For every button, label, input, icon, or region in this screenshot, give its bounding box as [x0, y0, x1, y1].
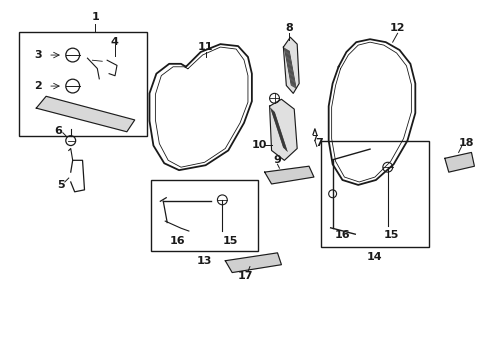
Bar	[320, 141, 428, 247]
Polygon shape	[269, 99, 297, 160]
Text: 3: 3	[34, 50, 42, 60]
Bar	[151, 180, 257, 251]
Text: 6: 6	[54, 126, 62, 136]
Text: 15: 15	[383, 230, 399, 240]
Text: 7: 7	[314, 138, 322, 148]
Text: 10: 10	[251, 140, 267, 149]
Text: 14: 14	[366, 252, 382, 262]
Text: 11: 11	[198, 42, 213, 52]
Text: 16: 16	[169, 236, 184, 246]
Text: 12: 12	[389, 23, 405, 33]
Polygon shape	[444, 152, 473, 172]
Text: 15: 15	[222, 236, 238, 246]
Text: 13: 13	[197, 256, 212, 266]
Text: 18: 18	[458, 138, 473, 148]
Text: 4: 4	[110, 37, 118, 46]
Text: 16: 16	[334, 230, 349, 240]
Text: 2: 2	[34, 81, 42, 91]
Polygon shape	[225, 253, 281, 273]
Polygon shape	[283, 37, 299, 93]
Text: 17: 17	[237, 271, 252, 282]
Text: 5: 5	[57, 180, 64, 190]
Text: 8: 8	[285, 23, 293, 33]
Text: 9: 9	[273, 155, 281, 165]
Polygon shape	[264, 166, 313, 184]
Bar	[19, 32, 146, 136]
Polygon shape	[36, 96, 135, 132]
Text: 1: 1	[91, 12, 99, 22]
